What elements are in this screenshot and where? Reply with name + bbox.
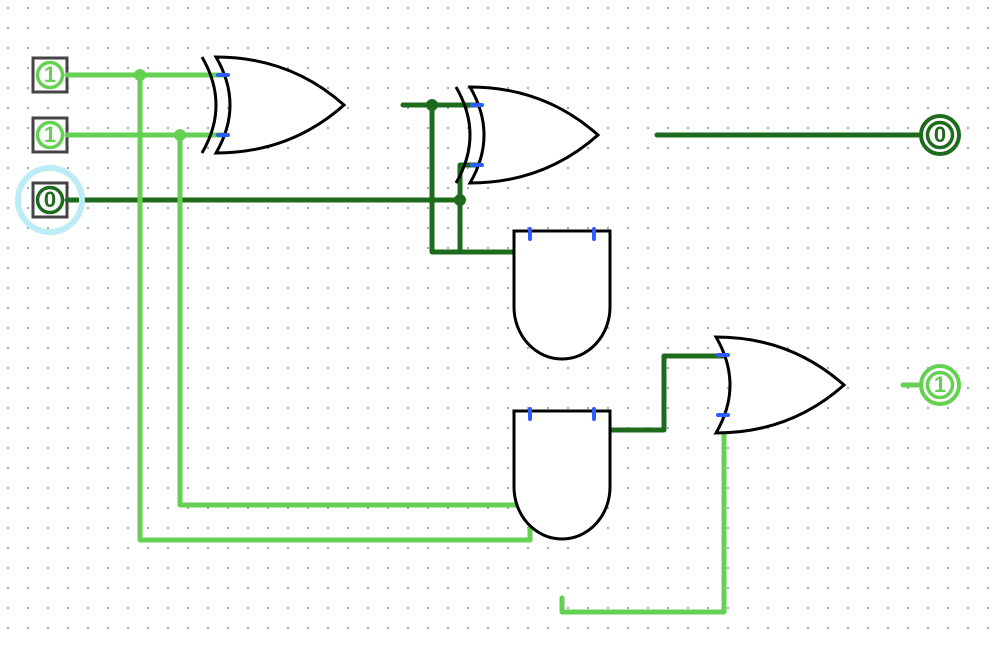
gates-layer bbox=[202, 57, 844, 539]
input-value-label: 1 bbox=[44, 122, 56, 147]
or-gate[interactable] bbox=[716, 337, 844, 433]
output-carry: 1 bbox=[921, 366, 959, 404]
outputs-layer: 01 bbox=[921, 116, 959, 404]
xor-gate[interactable] bbox=[202, 57, 344, 153]
input-value-label: 1 bbox=[44, 62, 56, 87]
and-gate[interactable] bbox=[514, 229, 610, 359]
input-a[interactable]: 1 bbox=[33, 58, 75, 92]
input-c[interactable]: 0 bbox=[18, 168, 82, 232]
input-value-label: 0 bbox=[44, 187, 56, 212]
wire-junction bbox=[174, 129, 186, 141]
input-b[interactable]: 1 bbox=[33, 118, 75, 152]
wire-junction bbox=[134, 69, 146, 81]
logic-canvas[interactable]: 11001 bbox=[0, 0, 1002, 648]
output-value-label: 1 bbox=[934, 372, 946, 397]
wire-junction bbox=[454, 194, 466, 206]
wire bbox=[140, 75, 530, 540]
wire-junction bbox=[426, 99, 438, 111]
output-value-label: 0 bbox=[934, 122, 946, 147]
inputs-layer: 1 1 0 bbox=[18, 58, 82, 232]
output-sum: 0 bbox=[921, 116, 959, 154]
and-gate[interactable] bbox=[514, 409, 610, 539]
xor-gate[interactable] bbox=[456, 87, 598, 183]
